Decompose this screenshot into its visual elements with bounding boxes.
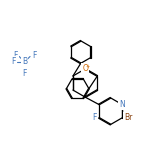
Text: B: B [22, 57, 27, 66]
Text: Br: Br [124, 113, 133, 122]
Text: F: F [22, 69, 27, 78]
Text: F: F [11, 57, 15, 66]
Text: F: F [13, 51, 17, 60]
Text: +: + [86, 64, 90, 69]
Text: N: N [119, 100, 125, 109]
Text: F: F [92, 113, 96, 122]
Text: O: O [82, 64, 88, 73]
Text: F: F [32, 51, 36, 60]
